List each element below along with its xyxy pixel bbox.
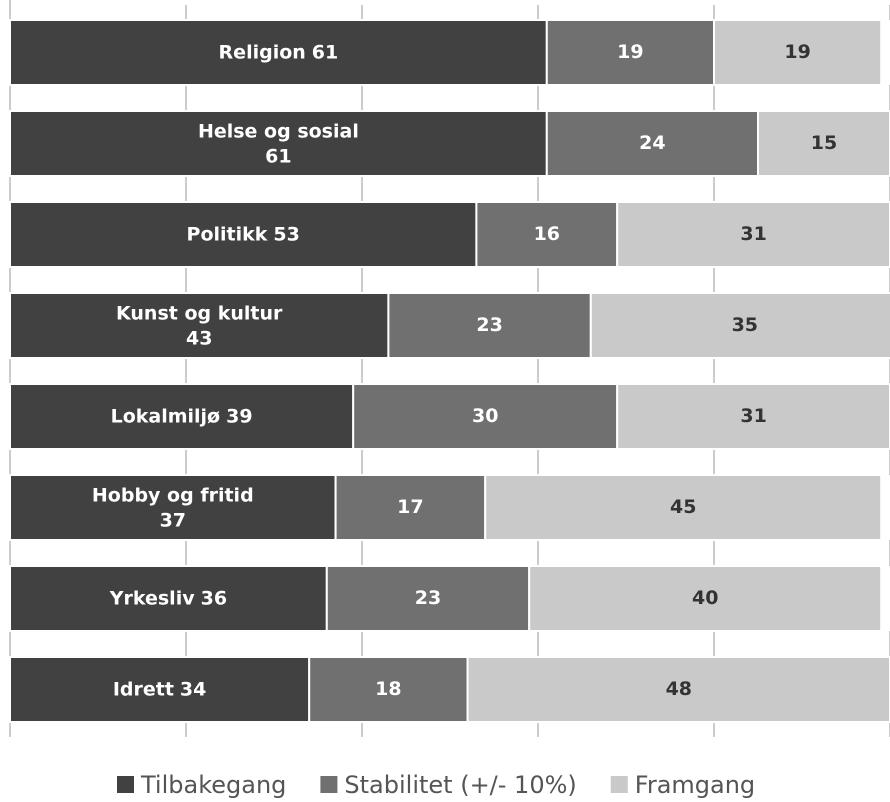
bar-segment (475, 201, 619, 268)
bar-segment (713, 19, 883, 86)
bar-segment (308, 656, 469, 723)
value-label: 24 (639, 132, 665, 154)
bar-segment (9, 383, 355, 450)
bar-label: Idrett 34 (113, 678, 207, 700)
value-label: 23 (476, 314, 502, 336)
value-label: 43 (186, 327, 212, 349)
bar-segment (9, 474, 337, 541)
value-label: 61 (265, 145, 291, 167)
value-label: 36 (201, 587, 227, 609)
value-label: 39 (226, 405, 252, 427)
legend-swatch (610, 776, 628, 793)
legend-swatch (117, 776, 134, 793)
value-label: 16 (534, 223, 560, 245)
value-label: 15 (811, 132, 837, 154)
bar-segment (589, 292, 890, 359)
value-label: 30 (472, 405, 498, 427)
category-label: Hobby og fritid (92, 484, 254, 506)
bar-segment (616, 383, 890, 450)
bar-segment (528, 565, 883, 632)
bar-label: Lokalmiljø 39 (111, 405, 253, 427)
bar-segment (9, 110, 548, 177)
category-label: Lokalmiljø (111, 405, 221, 427)
value-label: 17 (397, 496, 423, 518)
category-label: Helse og sosial (198, 120, 359, 142)
bar-label: Religion 61 (219, 41, 339, 63)
value-label: 40 (692, 587, 718, 609)
bar-segment (352, 383, 619, 450)
bar-label: Helse og sosial 61 (198, 120, 359, 167)
bar-segment (9, 201, 478, 268)
category-label: Kunst og kultur (116, 302, 283, 324)
bar-segment (334, 474, 487, 541)
bar-segment (387, 292, 592, 359)
value-label: 35 (732, 314, 758, 336)
value-label: 45 (670, 496, 696, 518)
value-label: 18 (375, 678, 401, 700)
legend-text: Framgang (635, 771, 755, 799)
category-label: Idrett (113, 678, 174, 700)
value-label: 61 (312, 41, 338, 63)
bar-segment (9, 656, 311, 723)
bar-segment (757, 110, 890, 177)
bar-segment (9, 565, 328, 632)
category-label: Religion (219, 41, 306, 63)
legend-swatch (320, 776, 338, 793)
category-label: Politikk (187, 223, 268, 245)
bar-segment (616, 201, 890, 268)
bar-label: Politikk 53 (187, 223, 300, 245)
value-label: 37 (160, 509, 186, 531)
bar-label: Kunst og kultur 43 (116, 302, 283, 349)
value-label: 53 (273, 223, 299, 245)
bar-label: Yrkesliv 36 (109, 587, 227, 609)
value-label: 19 (617, 41, 643, 63)
value-label: 48 (666, 678, 692, 700)
value-label: 31 (740, 405, 766, 427)
bar-segment (545, 19, 715, 86)
value-label: 19 (784, 41, 810, 63)
category-label: Yrkesliv (109, 587, 195, 609)
value-label: 23 (415, 587, 441, 609)
legend-text: Tilbakegang (140, 771, 286, 799)
bar-segment (484, 474, 883, 541)
legend-text: Stabilitet (+/- 10%) (344, 771, 576, 799)
value-label: 34 (180, 678, 206, 700)
bar-segment (9, 292, 390, 359)
bar-label: Hobby og fritid 37 (92, 484, 254, 531)
value-label: 31 (740, 223, 766, 245)
bar-segment (466, 656, 890, 723)
